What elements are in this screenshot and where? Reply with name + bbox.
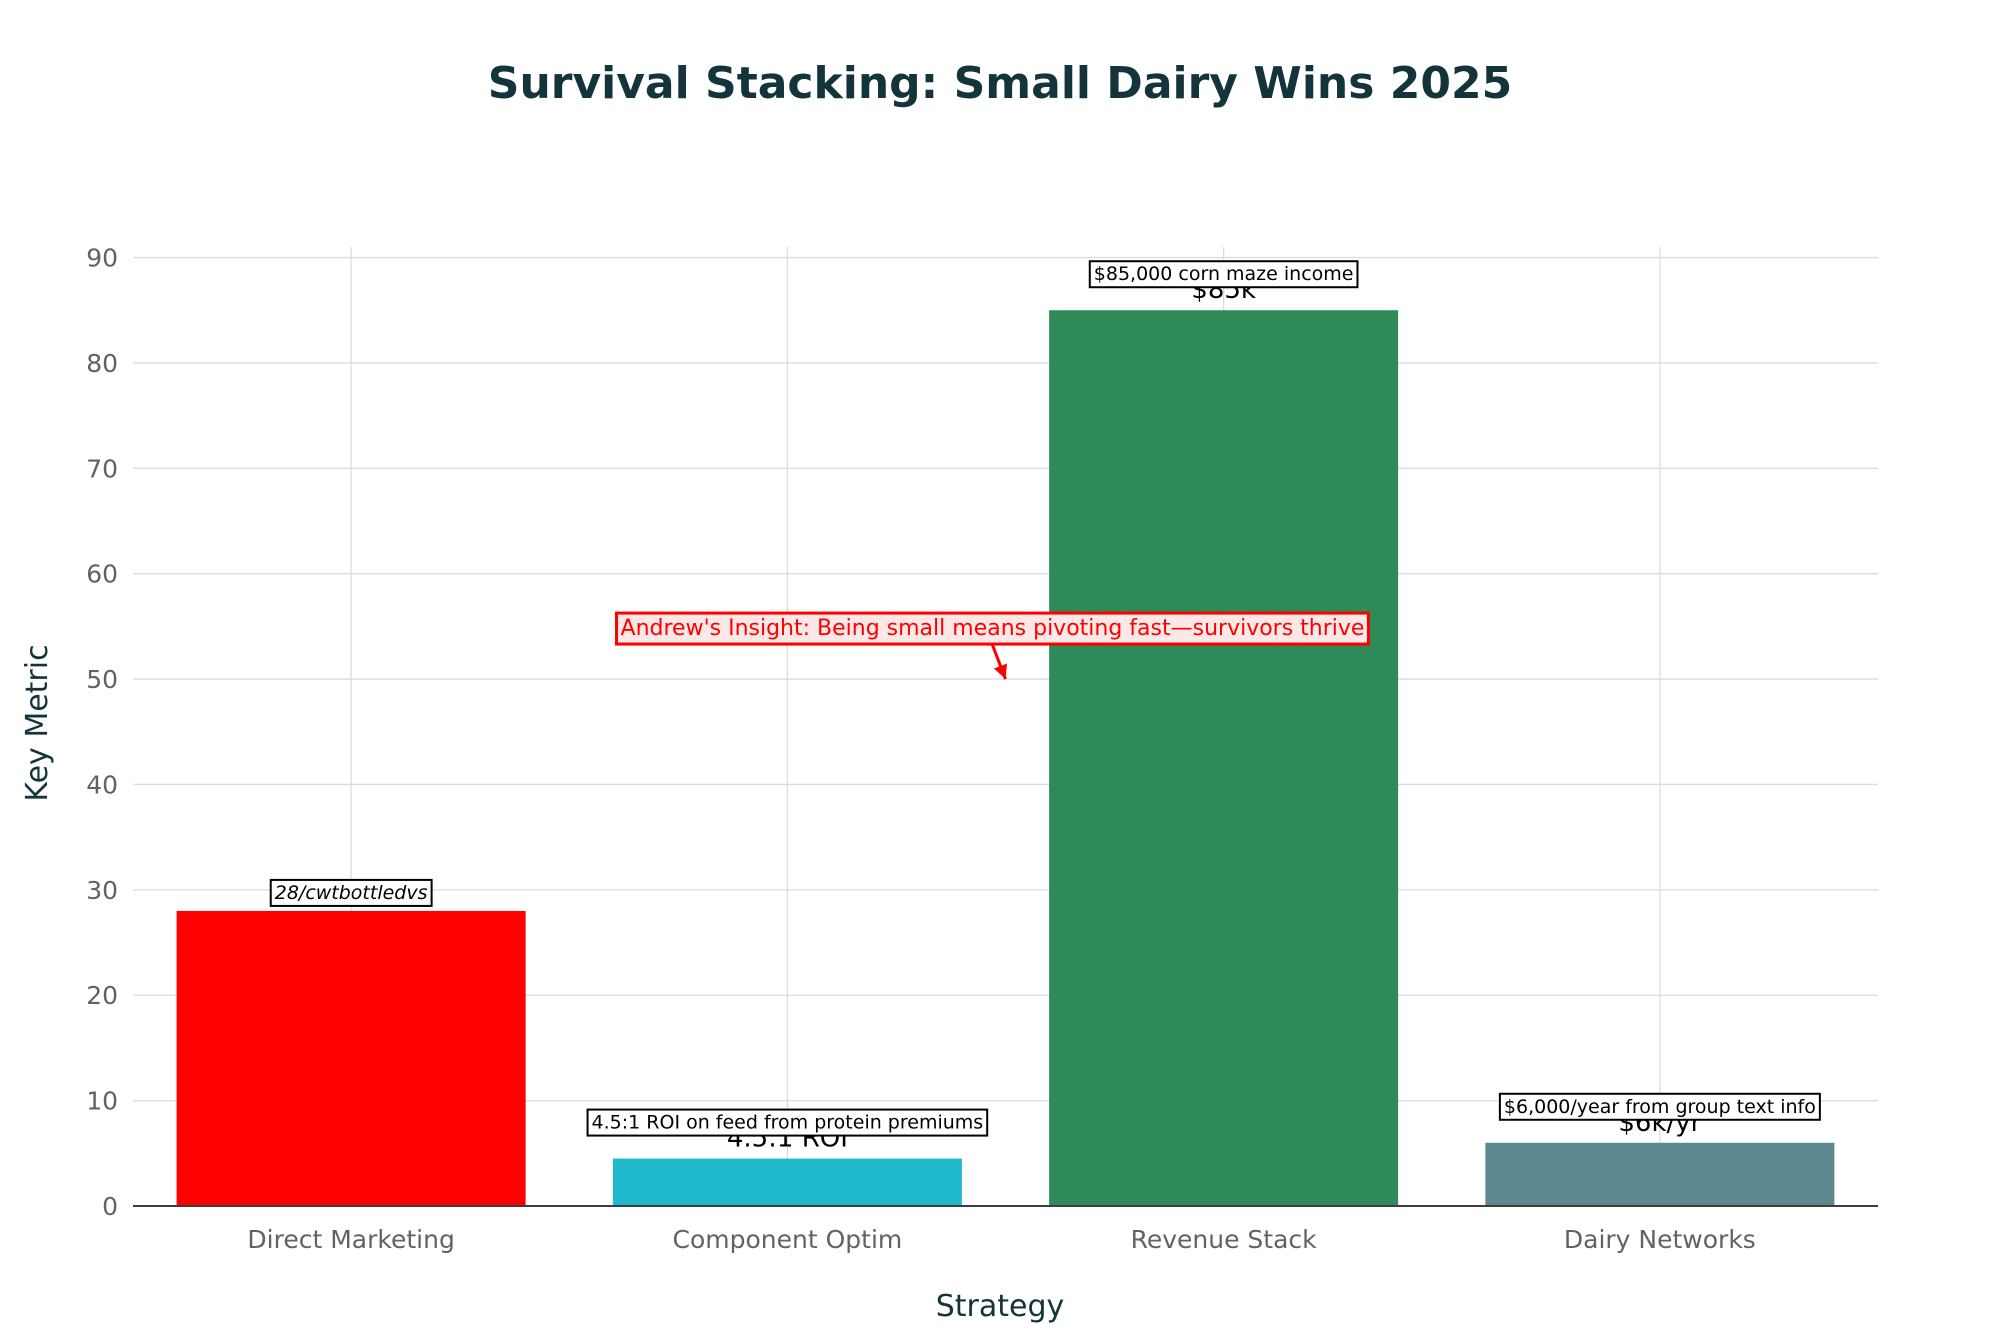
y-tick-label: 80 <box>86 349 118 378</box>
bar-annotation: 4.5:1 ROI on feed from protein premiums <box>586 1108 989 1137</box>
annotation-text: 4.5:1 ROI on feed from protein premiums <box>592 1112 984 1134</box>
insight-text: Andrew's Insight: Being small means pivo… <box>621 616 1365 641</box>
y-tick-label: 70 <box>86 454 118 483</box>
x-axis-ticks: Direct Marketing Component Optim Revenue S… <box>247 1225 1755 1254</box>
chart-title: Survival Stacking: Small Dairy Wins 2025 <box>488 58 1512 109</box>
y-tick-label: 20 <box>86 981 118 1010</box>
bar-annotation: 28/cwtbottledvs <box>269 878 433 907</box>
x-tick-label: Component Optim <box>673 1225 903 1254</box>
y-tick-label: 40 <box>86 770 118 799</box>
insight-annotation: Andrew's Insight: Being small means pivo… <box>615 611 1370 680</box>
y-tick-label: 30 <box>86 876 118 905</box>
annotation-box <box>1498 1092 1821 1121</box>
bar-annotation: $6,000/year from group text info <box>1498 1092 1821 1121</box>
y-tick-label: 10 <box>86 1087 118 1116</box>
bar <box>176 910 526 1206</box>
y-axis-ticks: 0 10 20 30 40 50 60 70 80 90 <box>86 244 118 1221</box>
annotations: 28/cwtbottledvs 4.5:1 ROI on feed from pr… <box>269 260 1821 1137</box>
y-tick-label: 60 <box>86 560 118 589</box>
bars <box>133 310 1878 1207</box>
bar <box>1049 310 1399 1206</box>
y-tick-label: 50 <box>86 665 118 694</box>
annotation-text: 28/cwtbottledvs <box>275 882 428 904</box>
annotation-box <box>586 1108 989 1137</box>
annotation-box <box>1088 260 1359 289</box>
insight-group: Andrew's Insight: Being small means pivo… <box>615 611 1370 680</box>
x-tick-label: Revenue Stack <box>1131 1225 1318 1254</box>
y-tick-label: 0 <box>102 1192 118 1221</box>
annotation-box <box>269 878 433 907</box>
y-axis-title: Key Metric <box>20 644 55 801</box>
x-tick-label: Dairy Networks <box>1564 1225 1756 1254</box>
annotation-text: $85,000 corn maze income <box>1094 263 1354 285</box>
annotation-text: $6,000/year from group text info <box>1504 1096 1816 1118</box>
insight-box <box>615 611 1370 646</box>
x-axis-title: Strategy <box>936 1289 1065 1324</box>
y-tick-label: 90 <box>86 244 118 273</box>
insight-arrow-head <box>993 663 1008 680</box>
x-tick-label: Direct Marketing <box>247 1225 454 1254</box>
bar-annotation: $85,000 corn maze income <box>1088 260 1359 289</box>
bar <box>612 1158 962 1206</box>
bar <box>1485 1142 1835 1206</box>
